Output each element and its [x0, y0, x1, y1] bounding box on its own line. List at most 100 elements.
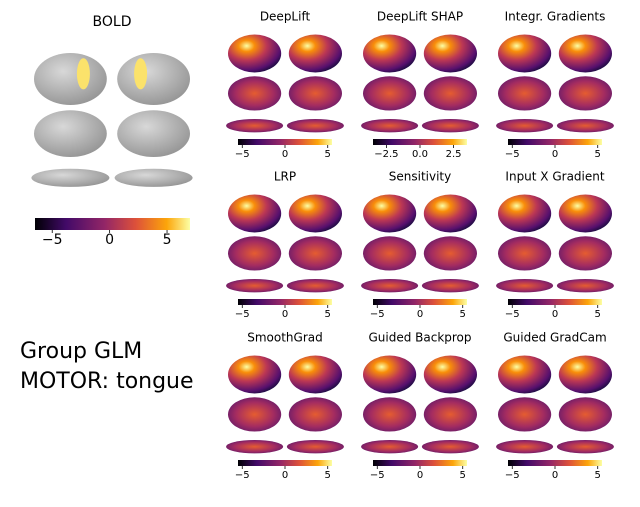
colorbar-tick-label: −5: [505, 470, 520, 481]
brain-medial: [423, 397, 477, 432]
task-label: MOTOR: tongue: [20, 369, 194, 394]
colorbar-tick-label: −5: [42, 232, 63, 248]
brain-lateral: [497, 194, 552, 233]
brain-ventral: [556, 279, 614, 293]
brain-ventral: [226, 119, 284, 133]
colorbar: [238, 460, 332, 466]
colorbar: [508, 460, 602, 466]
colorbar-tick-label: −5: [505, 309, 520, 320]
colorbar-tick-label: 0: [105, 232, 114, 248]
colorbar-tick-label: −5: [235, 309, 250, 320]
brain-lateral: [558, 34, 613, 73]
panel-title: DeepLift SHAP: [377, 10, 463, 24]
colorbar: [508, 299, 602, 305]
brain-ventral: [114, 168, 193, 187]
brain-lateral: [558, 355, 613, 394]
colorbar-tick-label: 5: [325, 309, 331, 320]
colorbar: [373, 460, 467, 466]
brain-lateral: [228, 34, 282, 73]
colorbar-tick-label: 2.5: [446, 149, 462, 160]
brain-medial: [228, 397, 282, 432]
brain-lateral: [497, 355, 552, 394]
brain-medial: [288, 397, 342, 432]
colorbar-tick-label: 5: [595, 470, 601, 481]
brain-medial: [497, 76, 552, 111]
colorbar-tick-label: 5: [163, 232, 172, 248]
brain-ventral: [421, 279, 479, 293]
brain-medial: [288, 236, 342, 271]
brain-medial: [34, 110, 107, 157]
brain-ventral: [286, 279, 344, 293]
colorbar-tick-label: 0: [282, 149, 288, 160]
glm-label: Group GLM: [20, 339, 142, 364]
brain-medial: [558, 397, 613, 432]
colorbar-tick-label: −5: [370, 470, 385, 481]
brain-lateral: [363, 355, 417, 394]
colorbar-tick-label: −5: [505, 149, 520, 160]
brain-lateral: [497, 34, 552, 73]
brain-lateral: [228, 194, 282, 233]
brain-ventral: [286, 119, 344, 133]
colorbar-tick-label: 5: [595, 309, 601, 320]
colorbar: [238, 299, 332, 305]
colorbar-tick-label: 0: [417, 309, 423, 320]
colorbar-tick-label: 5: [595, 149, 601, 160]
brain-ventral: [556, 119, 614, 133]
brain-medial: [117, 110, 190, 157]
brain-medial: [558, 76, 613, 111]
brain-ventral: [361, 119, 419, 133]
brain-lateral: [288, 355, 342, 394]
brain-lateral: [363, 34, 417, 73]
brain-lateral: [423, 194, 477, 233]
panel-title: DeepLift: [260, 10, 311, 24]
brain-ventral: [361, 279, 419, 293]
panel-title: SmoothGrad: [247, 331, 323, 345]
colorbar-tick-label: 0: [282, 309, 288, 320]
brain-lateral: [288, 194, 342, 233]
colorbar-tick-label: 5: [325, 470, 331, 481]
brain-medial: [228, 76, 282, 111]
brain-lateral: [228, 355, 282, 394]
brain-medial: [423, 76, 477, 111]
activation: [134, 58, 148, 90]
brain-ventral: [421, 119, 479, 133]
colorbar: [373, 299, 467, 305]
activation: [76, 58, 90, 90]
colorbar: [508, 139, 602, 145]
colorbar: [35, 218, 190, 230]
brain-ventral: [31, 168, 110, 187]
brain-ventral: [556, 440, 614, 454]
brain-medial: [497, 236, 552, 271]
brain-ventral: [226, 440, 284, 454]
brain-ventral: [361, 440, 419, 454]
colorbar-tick-label: 0: [417, 470, 423, 481]
brain-medial: [288, 76, 342, 111]
brain-medial: [363, 76, 417, 111]
panel-title: Guided GradCam: [503, 331, 606, 345]
brain-lateral: [363, 194, 417, 233]
colorbar-tick-label: 0.0: [412, 149, 428, 160]
brain-ventral: [496, 279, 554, 293]
brain-medial: [558, 236, 613, 271]
colorbar-tick-label: −5: [235, 149, 250, 160]
colorbar-tick-label: −5: [235, 470, 250, 481]
brain-lateral: [423, 355, 477, 394]
panel-title: Sensitivity: [389, 170, 451, 184]
panel-title: Integr. Gradients: [505, 10, 606, 24]
colorbar: [373, 139, 467, 145]
panel-title: BOLD: [93, 14, 132, 30]
brain-lateral: [288, 34, 342, 73]
colorbar-tick-label: 0: [282, 470, 288, 481]
brain-ventral: [496, 119, 554, 133]
brain-medial: [497, 397, 552, 432]
colorbar-tick-label: 0: [552, 470, 558, 481]
colorbar-tick-label: 0: [552, 149, 558, 160]
colorbar-tick-label: 5: [325, 149, 331, 160]
brain-lateral: [34, 53, 107, 105]
brain-ventral: [421, 440, 479, 454]
colorbar: [238, 139, 332, 145]
brain-medial: [423, 236, 477, 271]
brain-medial: [363, 397, 417, 432]
brain-medial: [363, 236, 417, 271]
